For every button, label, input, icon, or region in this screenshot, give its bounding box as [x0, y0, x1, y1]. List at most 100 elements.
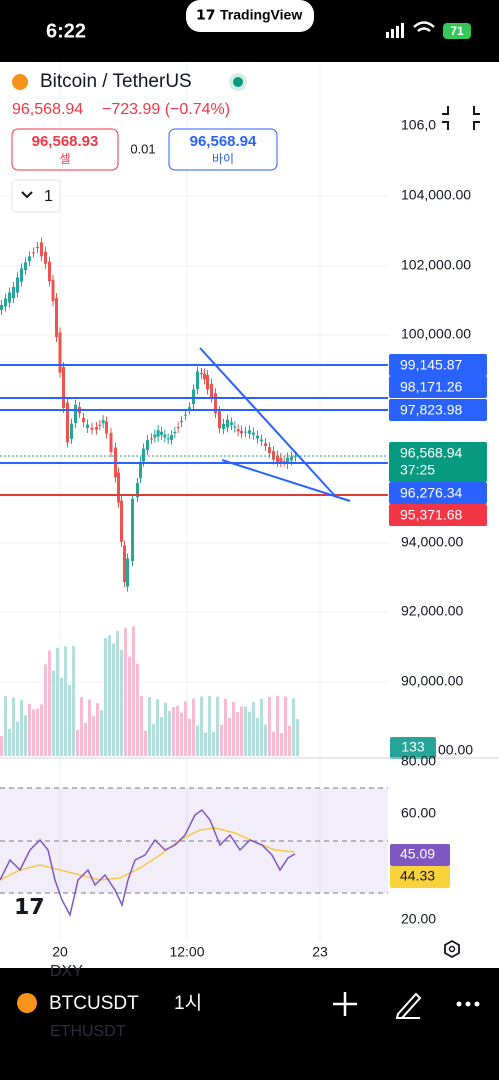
candle-body [240, 430, 243, 434]
rsi-tick: 20.00 [401, 911, 436, 927]
price-line-labels: 99,145.87 98,171.26 97,823.98 96,568.943… [389, 354, 487, 526]
candle-body [248, 430, 251, 434]
volume-bar [192, 698, 195, 756]
price-tick: 100,000.00 [401, 326, 471, 342]
candle-body [95, 427, 98, 430]
candle-body [146, 440, 149, 450]
volume-bar [60, 677, 63, 756]
volume-badge [390, 737, 436, 759]
time-axis: 20 12:00 23 [52, 944, 328, 960]
candle-body [214, 393, 217, 414]
volume-bar [28, 703, 31, 756]
volume-bar [108, 635, 111, 756]
settings-icon[interactable] [444, 939, 460, 959]
volume-bar [176, 705, 179, 756]
ghost-symbol: ETHUSDT [50, 1023, 126, 1040]
candle-body [58, 332, 62, 373]
candle-body [32, 252, 35, 254]
volume-bar [112, 643, 115, 756]
draw-button[interactable] [395, 992, 422, 1019]
volume-bar [160, 717, 163, 756]
buy-price: 96,568.94 [190, 133, 257, 150]
battery [443, 23, 471, 39]
candle-body [123, 545, 126, 583]
price-tick: 00.00 [438, 742, 473, 758]
label-bg [389, 442, 487, 482]
candle-body [156, 430, 160, 437]
bottom-interval[interactable]: 1시 [174, 993, 202, 1014]
candle-body [40, 242, 43, 257]
volume-bar [40, 704, 43, 756]
candle-body [126, 558, 129, 587]
candle-body [12, 287, 15, 298]
volume-bar [44, 664, 47, 756]
bottom-symbol[interactable]: BTCUSDT [49, 993, 139, 1014]
candle-body [8, 292, 11, 303]
candle-body [16, 277, 19, 293]
rsi-tick: 80.00 [401, 753, 436, 769]
candle-body [244, 431, 247, 433]
volume-bar [116, 631, 119, 756]
candle-body [86, 424, 89, 428]
candle-body [28, 256, 31, 262]
candle-body [192, 389, 195, 405]
volume-bar [136, 663, 139, 756]
clock: 6:22 [46, 20, 86, 42]
volume-bar [140, 696, 143, 756]
fullscreen-icon[interactable] [442, 106, 480, 130]
candle-body [279, 457, 283, 463]
volume-bar [264, 724, 267, 756]
buy-button[interactable] [168, 128, 278, 171]
candle-body [117, 472, 120, 503]
rsi-line [0, 808, 296, 918]
volume-bar [260, 698, 263, 756]
volume-bar [88, 699, 91, 756]
volume-bar [132, 626, 135, 756]
triangle-pattern [199, 347, 351, 502]
candle-body [139, 461, 142, 479]
volume-bar [96, 703, 99, 756]
candle-body [200, 373, 203, 375]
volume-bar [204, 732, 207, 756]
time-tick: 23 [312, 944, 328, 960]
candle-body [286, 457, 289, 465]
btc-icon [12, 74, 28, 90]
candle-body [188, 407, 191, 410]
candle-body [173, 431, 177, 434]
candle-body [74, 404, 77, 423]
add-button[interactable] [333, 992, 357, 1016]
chevron [21, 191, 33, 199]
volume-bar [288, 725, 291, 756]
label-bg [389, 376, 487, 398]
sell-button[interactable] [11, 128, 119, 171]
volume-bar [224, 698, 227, 756]
ghost-symbol: DXY [50, 963, 83, 980]
tv-logo: 𝟭𝟳 [196, 7, 215, 23]
volume-bar [148, 696, 151, 756]
volume-bar [212, 732, 215, 756]
volume-bar [0, 736, 3, 756]
candle-body [233, 426, 237, 428]
candle-body [70, 423, 73, 439]
volume-bar [172, 707, 175, 756]
volume-bar [228, 718, 231, 756]
candle-body [166, 438, 170, 440]
interval-toggle[interactable] [11, 179, 61, 213]
candle-body [51, 279, 55, 302]
rsi-levels [0, 787, 388, 894]
market-dot [233, 77, 243, 87]
candle-body [36, 247, 39, 249]
rsi-axis: 80.00 60.00 20.00 [401, 753, 436, 927]
candle-body [203, 373, 206, 380]
volume-bar [68, 684, 71, 756]
candle-body [218, 411, 221, 429]
time-tick: 12:00 [169, 944, 204, 960]
btc-icon [17, 993, 37, 1013]
rsi-value: 45.09 [400, 846, 435, 862]
more-button[interactable] [456, 1001, 480, 1007]
candle-body [252, 432, 255, 435]
rsi-ma [0, 827, 296, 881]
volume-bar [84, 722, 87, 756]
app-pill [186, 0, 314, 32]
